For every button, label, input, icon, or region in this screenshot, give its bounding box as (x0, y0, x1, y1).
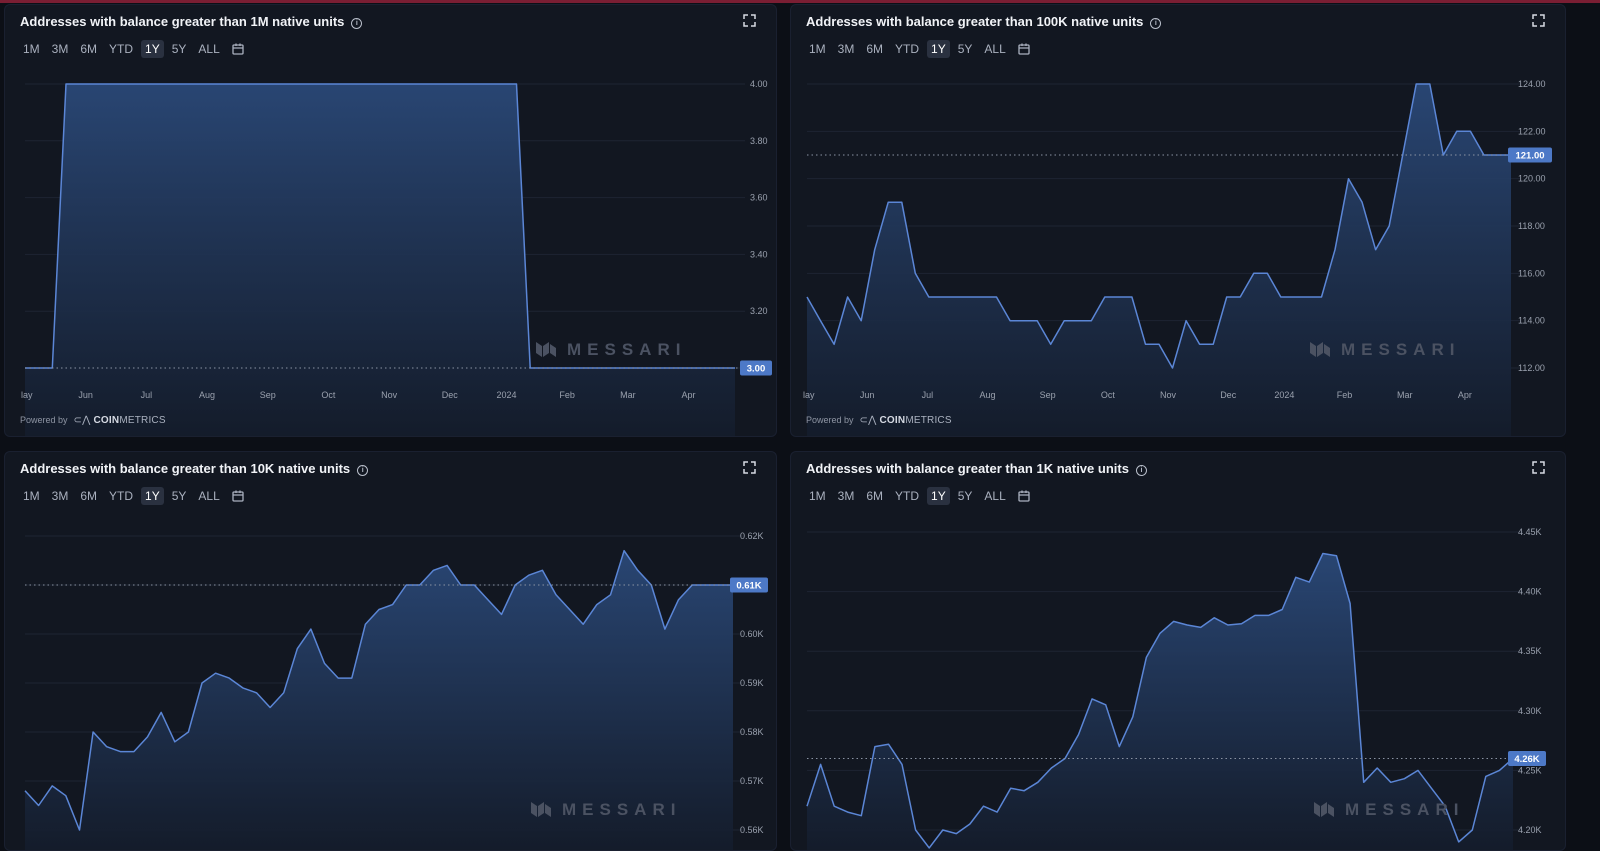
current-value-label: 4.26K (1514, 754, 1539, 765)
y-tick-label: 0.62K (740, 531, 764, 541)
y-tick-label: 122.00 (1518, 126, 1546, 136)
x-tick-label: Dec (1220, 390, 1237, 400)
x-tick-label: Apr (1458, 390, 1472, 400)
y-tick-label: 120.00 (1518, 174, 1546, 184)
x-tick-label: Oct (1101, 390, 1116, 400)
y-tick-label: 112.00 (1518, 363, 1545, 373)
x-tick-label: 2024 (1274, 390, 1294, 400)
y-tick-label: 116.00 (1518, 268, 1545, 278)
x-tick-label: Dec (442, 390, 459, 400)
y-tick-label: 3.20 (750, 306, 768, 316)
y-tick-label: 4.30K (1518, 706, 1542, 716)
watermark-text: MESSARI (567, 340, 686, 359)
chart-plot: 4.003.803.603.403.203.003.00layJunJulAug… (5, 5, 777, 437)
y-tick-label: 4.25K (1518, 765, 1542, 775)
x-tick-label: Feb (559, 390, 575, 400)
x-tick-label: Jun (78, 390, 93, 400)
y-tick-label: 0.58K (740, 727, 764, 737)
y-tick-label: 4.40K (1518, 587, 1542, 597)
y-tick-label: 4.00 (750, 79, 768, 89)
x-tick-label: Mar (1397, 390, 1413, 400)
y-tick-label: 4.45K (1518, 527, 1542, 537)
messari-watermark: MESSARI (530, 800, 681, 820)
y-tick-label: 0.59K (740, 678, 764, 688)
y-tick-label: 114.00 (1518, 316, 1545, 326)
coinmetrics-metrics: METRICS (119, 415, 165, 426)
messari-logo-icon (530, 800, 552, 818)
current-value-label: 3.00 (747, 364, 766, 375)
x-tick-label: lay (803, 390, 815, 400)
x-tick-label: Nov (381, 390, 398, 400)
top-accent-line (0, 0, 1600, 3)
powered-by: Powered by ⊂⋀ COINMETRICS (20, 415, 166, 426)
x-tick-label: lay (21, 390, 33, 400)
messari-logo-icon (535, 340, 557, 358)
powered-by-text: Powered by (806, 415, 854, 425)
messari-watermark: MESSARI (1313, 800, 1464, 820)
y-tick-label: 0.56K (740, 825, 764, 835)
coinmetrics-coin: COIN (880, 415, 906, 426)
messari-watermark: MESSARI (1309, 340, 1460, 360)
chart-plot: 4.45K 4.40K 4.35K 4.30K 4.25K 4.20K 4.26K (791, 452, 1566, 851)
chart-panel-1k: Addresses with balance greater than 1K n… (790, 451, 1566, 851)
powered-by-text: Powered by (20, 415, 68, 425)
y-tick-label: 4.20K (1518, 825, 1542, 835)
current-value-label: 0.61K (736, 581, 761, 592)
y-tick-label: 0.60K (740, 629, 764, 639)
coinmetrics-coin: COIN (94, 415, 120, 426)
y-tick-label: 124.00 (1518, 79, 1546, 89)
chart-plot: 124.00 122.00 120.00 118.00 116.00 114.00 112.… (791, 5, 1566, 437)
messari-watermark: MESSARI (535, 340, 686, 360)
y-tick-label: 0.57K (740, 776, 764, 786)
x-tick-label: Sep (260, 390, 276, 400)
x-tick-label: Sep (1040, 390, 1056, 400)
x-tick-label: Nov (1160, 390, 1177, 400)
watermark-text: MESSARI (1345, 800, 1464, 819)
coinmetrics-mark: ⊂⋀ (74, 415, 94, 426)
chart-panel-10k: Addresses with balance greater than 10K … (4, 451, 777, 851)
x-tick-label: Apr (682, 390, 696, 400)
coinmetrics-mark: ⊂⋀ (860, 415, 880, 426)
y-tick-label: 4.35K (1518, 646, 1542, 656)
x-tick-label: Feb (1337, 390, 1353, 400)
watermark-text: MESSARI (562, 800, 681, 819)
x-tick-label: Aug (199, 390, 215, 400)
x-tick-label: Jul (141, 390, 153, 400)
y-tick-label: 3.80 (750, 136, 768, 146)
series-area (25, 84, 735, 437)
x-tick-label: 2024 (496, 390, 516, 400)
coinmetrics-logo[interactable]: ⊂⋀ COINMETRICS (860, 415, 952, 426)
x-tick-label: Jul (922, 390, 934, 400)
chart-panel-100k: Addresses with balance greater than 100K… (790, 4, 1566, 437)
messari-logo-icon (1309, 340, 1331, 358)
x-tick-label: Mar (620, 390, 636, 400)
coinmetrics-logo[interactable]: ⊂⋀ COINMETRICS (74, 415, 166, 426)
y-tick-label: 3.40 (750, 249, 768, 259)
x-tick-label: Aug (980, 390, 996, 400)
x-tick-label: Oct (321, 390, 336, 400)
current-value-label: 121.00 (1515, 151, 1544, 162)
x-tick-label: Jun (860, 390, 875, 400)
y-tick-label: 3.60 (750, 193, 768, 203)
chart-panel-1m: Addresses with balance greater than 1M n… (4, 4, 777, 437)
y-tick-label: 118.00 (1518, 221, 1545, 231)
messari-logo-icon (1313, 800, 1335, 818)
coinmetrics-metrics: METRICS (905, 415, 951, 426)
watermark-text: MESSARI (1341, 340, 1460, 359)
powered-by: Powered by ⊂⋀ COINMETRICS (806, 415, 952, 426)
